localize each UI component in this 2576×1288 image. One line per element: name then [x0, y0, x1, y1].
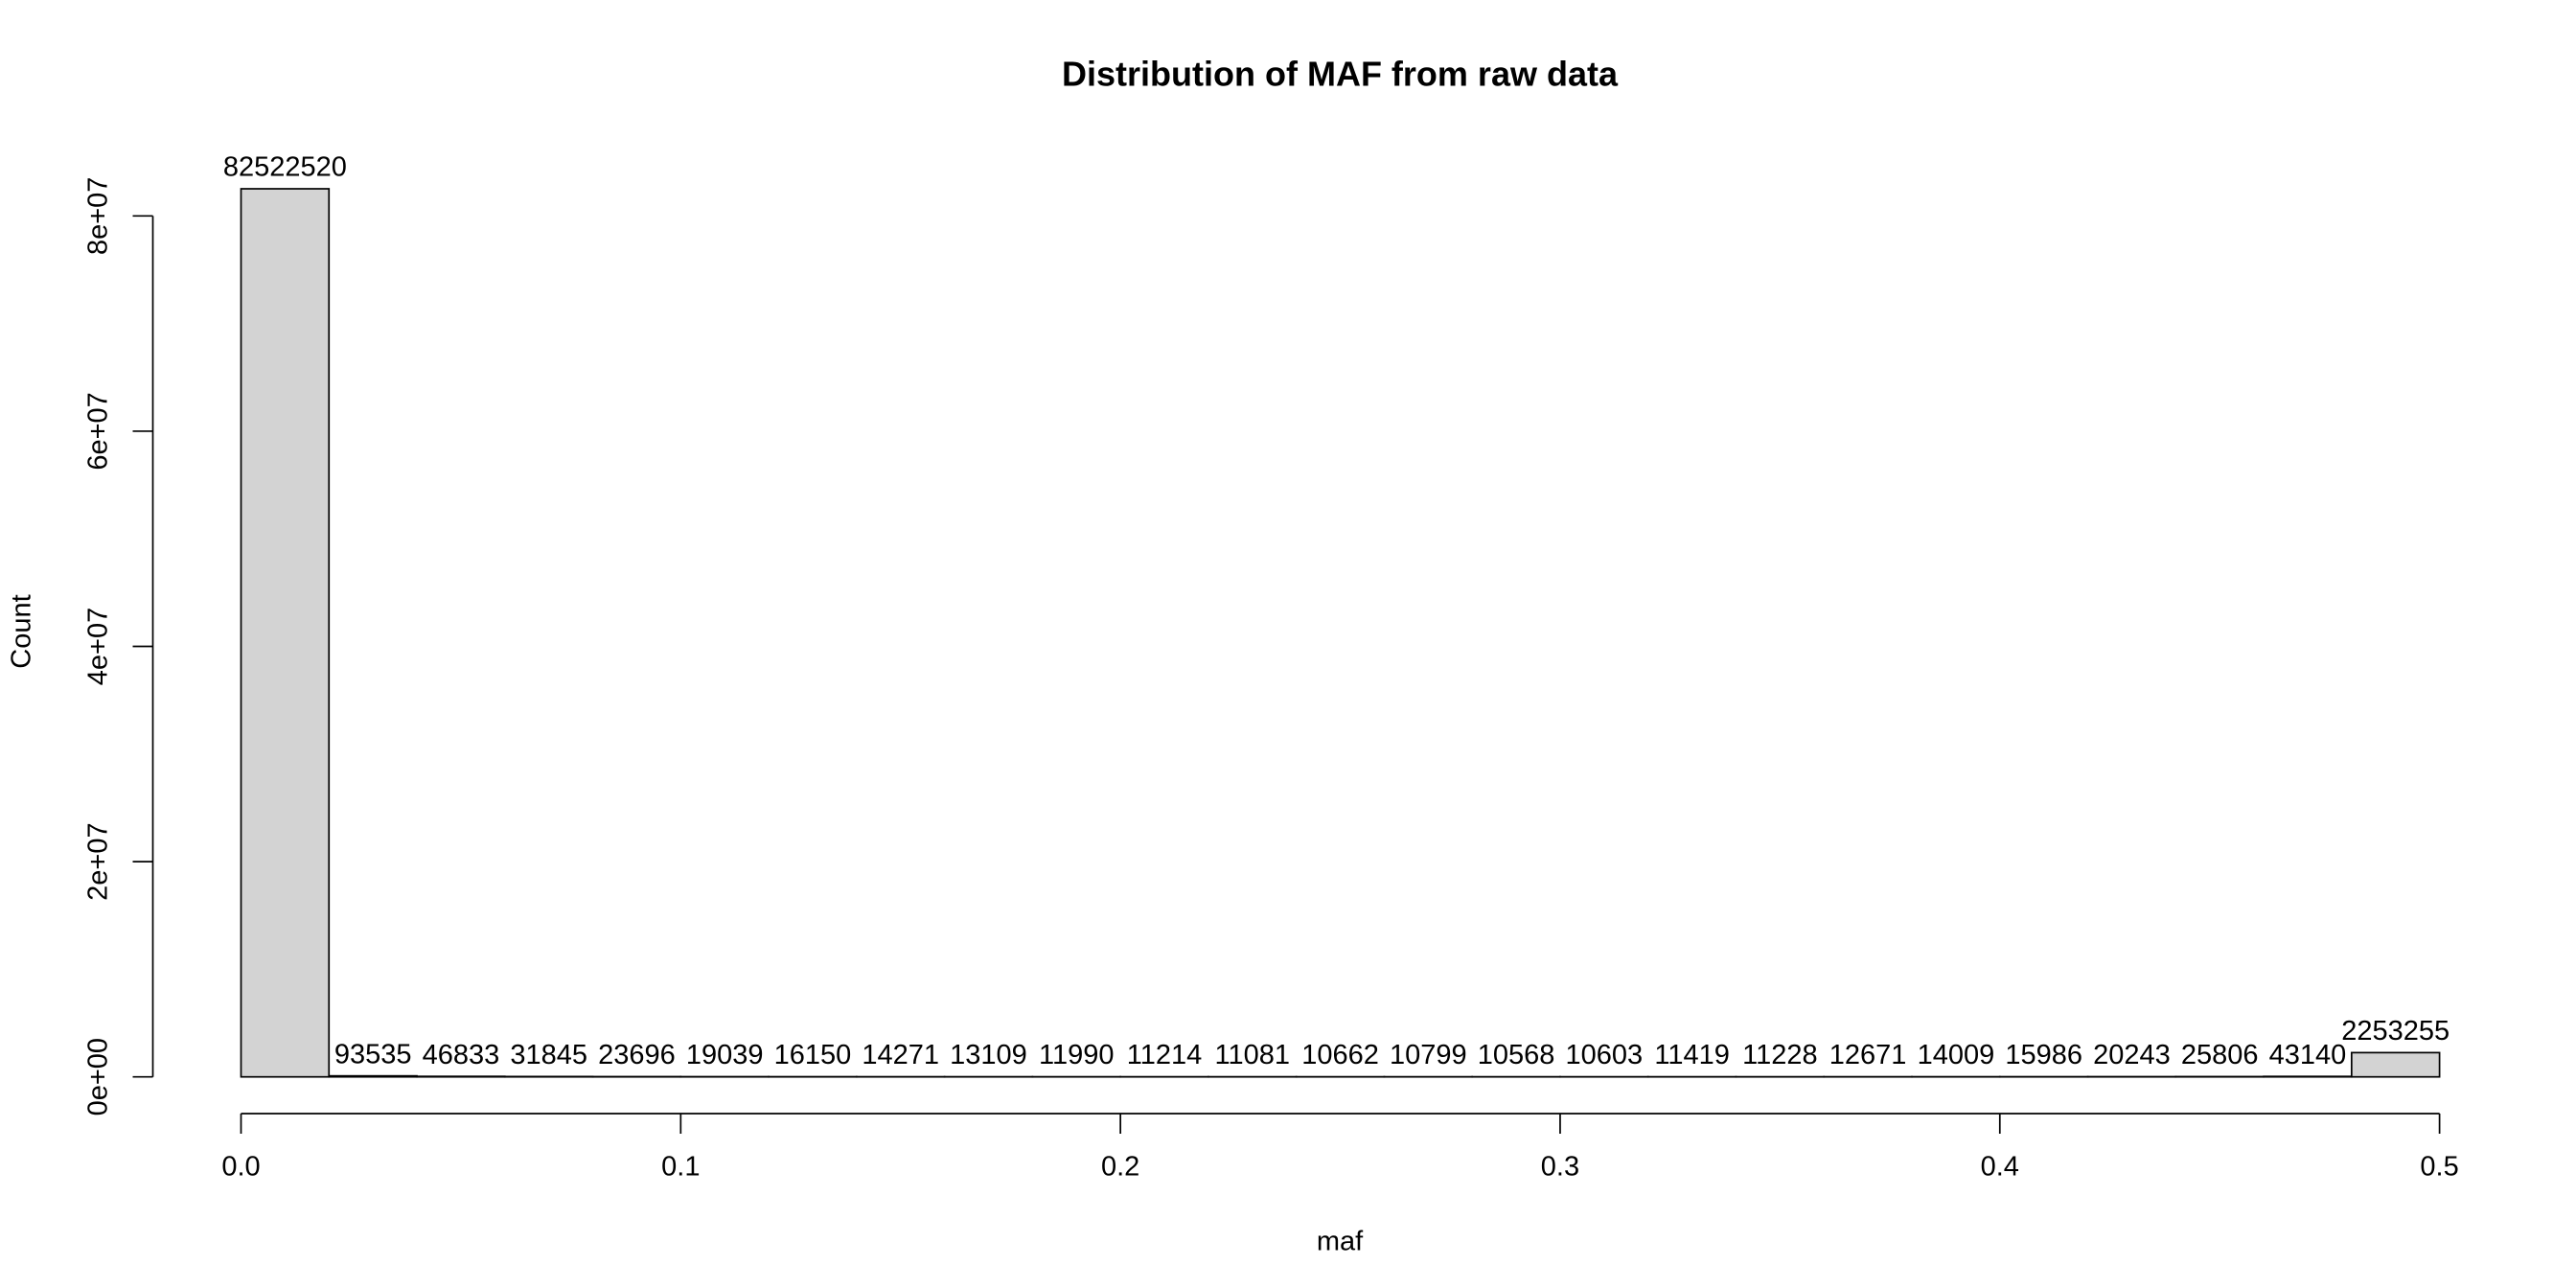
- x-tick-label: 0.4: [1981, 1152, 2019, 1183]
- y-tick-label: 4e+07: [83, 608, 114, 685]
- value-label: 14271: [862, 1040, 939, 1070]
- value-label: 11419: [1654, 1040, 1730, 1070]
- bar: [240, 188, 331, 1078]
- y-tick-label: 8e+07: [83, 177, 114, 255]
- value-label: 13109: [950, 1040, 1027, 1070]
- value-label: 31845: [510, 1040, 587, 1070]
- value-label: 82522520: [223, 152, 347, 183]
- x-tick-label: 0.5: [2420, 1152, 2458, 1183]
- value-label: 10603: [1566, 1040, 1644, 1070]
- value-label: 12671: [1829, 1040, 1907, 1070]
- value-label: 43140: [2269, 1040, 2347, 1070]
- y-tick-label: 0e+00: [83, 1038, 114, 1116]
- value-label: 46833: [423, 1040, 500, 1070]
- x-tick-label: 0.0: [221, 1152, 260, 1183]
- y-axis-label: Count: [7, 594, 37, 668]
- value-label: 11214: [1127, 1040, 1203, 1070]
- value-label: 19039: [686, 1040, 764, 1070]
- bar: [416, 1075, 506, 1078]
- value-label: 16150: [774, 1040, 852, 1070]
- x-tick-label: 0.3: [1541, 1152, 1579, 1183]
- y-tick-label: 6e+07: [83, 392, 114, 470]
- x-tick-label: 0.1: [661, 1152, 700, 1183]
- bar: [328, 1074, 418, 1078]
- value-label: 93535: [334, 1039, 412, 1070]
- y-tick-label: 2e+07: [83, 822, 114, 900]
- x-tick-label: 0.2: [1101, 1152, 1139, 1183]
- value-label: 2253255: [2341, 1016, 2450, 1046]
- value-label: 11081: [1215, 1040, 1291, 1070]
- value-label: 11228: [1742, 1040, 1818, 1070]
- value-label: 14009: [1918, 1040, 1995, 1070]
- chart-title: Distribution of MAF from raw data: [1062, 55, 1619, 94]
- value-label: 10568: [1478, 1040, 1555, 1070]
- value-label: 23696: [598, 1040, 676, 1070]
- value-label: 25806: [2181, 1040, 2259, 1070]
- value-label: 10799: [1390, 1040, 1467, 1070]
- value-label: 11990: [1039, 1040, 1115, 1070]
- x-axis-label: maf: [1317, 1227, 1364, 1257]
- value-label: 20243: [2093, 1040, 2171, 1070]
- bar: [2350, 1051, 2441, 1078]
- value-label: 15986: [2005, 1040, 2082, 1070]
- value-label: 10662: [1301, 1040, 1379, 1070]
